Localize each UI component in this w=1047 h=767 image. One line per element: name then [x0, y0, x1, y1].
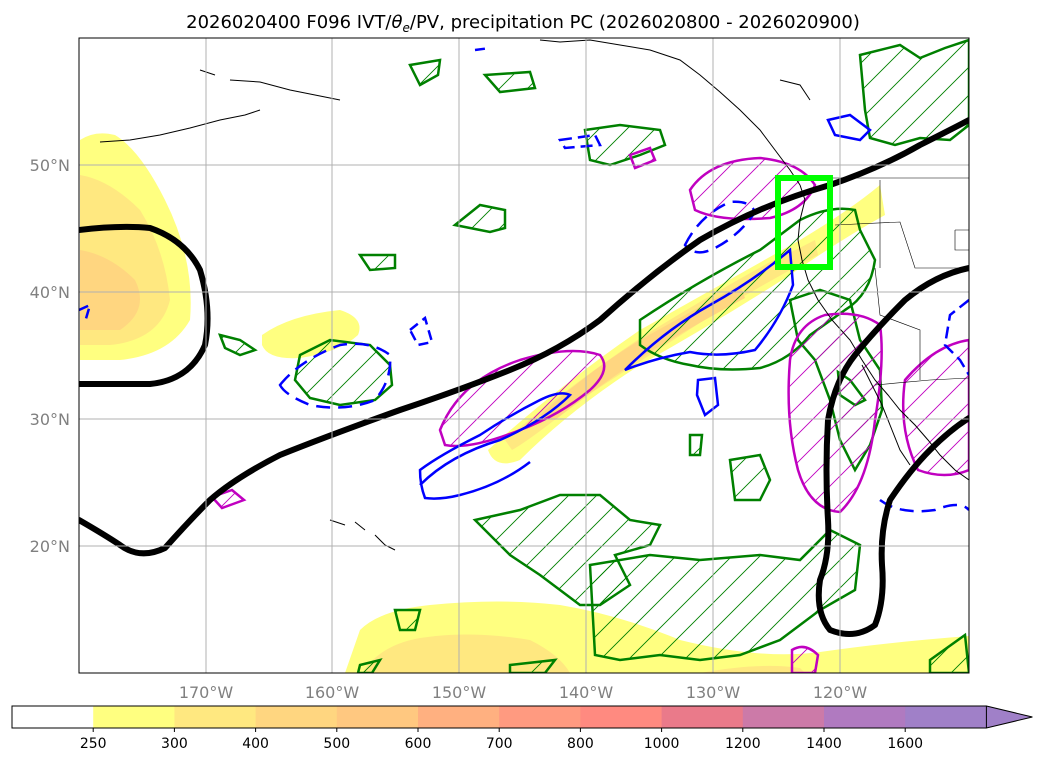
latitude-labels: 50°N 40°N 30°N 20°N [30, 156, 70, 556]
lon-label: 120°W [813, 683, 868, 702]
colorbar-label: 1400 [806, 736, 842, 752]
state-borders [815, 177, 969, 386]
colorbar-segment [174, 706, 257, 728]
colorbar-label: 400 [242, 736, 269, 752]
colorbar-extend-arrow [985, 705, 1033, 729]
plot-frame [78, 37, 970, 674]
colorbar-segment [499, 706, 581, 728]
lon-label: 130°W [686, 683, 741, 702]
magenta-contours [209, 146, 969, 673]
colorbar-segment [255, 706, 338, 728]
lon-label: 140°W [559, 683, 614, 702]
colorbar-label: 1600 [887, 736, 923, 752]
colorbar-segment [418, 706, 500, 728]
figure-title: 2026020400 F096 IVT/θe/PV, precipitation… [186, 12, 860, 35]
colorbar-label: 300 [161, 736, 188, 752]
gridlines [79, 38, 969, 673]
longitude-labels: 170°W 160°W 150°W 140°W 130°W 120°W [179, 683, 868, 702]
colorbar: 250 300 400 500 600 700 800 1000 1200 1400 1600 [11, 705, 1033, 752]
colorbar-segment [905, 706, 987, 728]
lat-label: 50°N [30, 156, 70, 175]
colorbar-label: 600 [405, 736, 432, 752]
colorbar-segment [93, 706, 175, 728]
colorbar-segment [824, 706, 906, 728]
colorbar-segment [580, 706, 663, 728]
lat-label: 30°N [30, 410, 70, 429]
lon-label: 150°W [432, 683, 487, 702]
colorbar-segment [742, 706, 825, 728]
lat-label: 20°N [30, 537, 70, 556]
lat-label: 40°N [30, 283, 70, 302]
colorbar-label: 1200 [725, 736, 761, 752]
colorbar-label: 800 [567, 736, 594, 752]
colorbar-segment [661, 706, 744, 728]
colorbar-segment [12, 706, 94, 728]
colorbar-label: 250 [80, 736, 107, 752]
target-region-box [775, 175, 833, 270]
colorbar-segment [336, 706, 419, 728]
lon-label: 160°W [305, 683, 360, 702]
colorbar-label: 500 [323, 736, 350, 752]
lon-label: 170°W [179, 683, 234, 702]
coastlines [99, 39, 969, 551]
colorbar-label: 700 [486, 736, 513, 752]
colorbar-label: 1000 [644, 736, 680, 752]
